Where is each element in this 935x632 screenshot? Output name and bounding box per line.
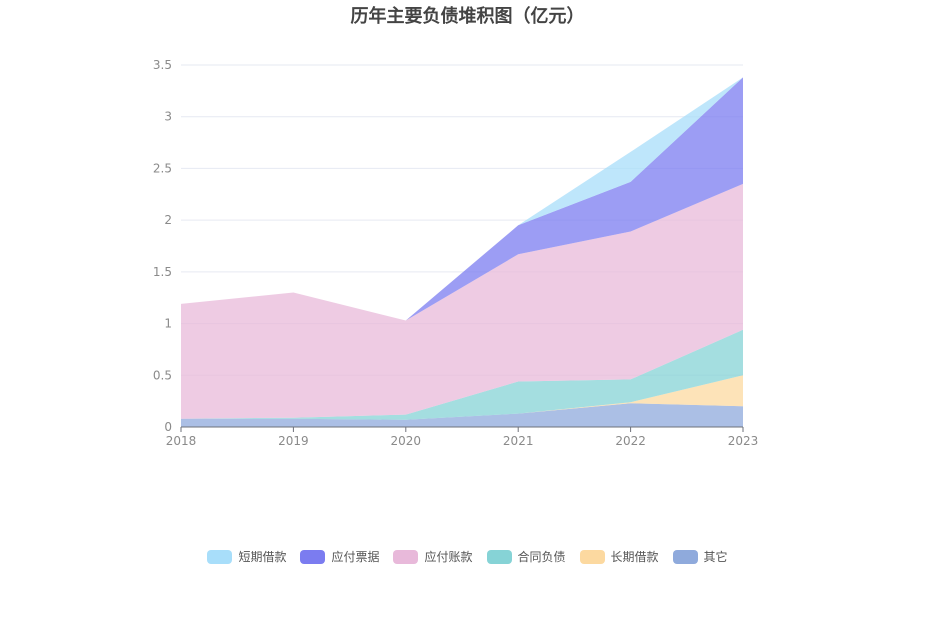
y-tick-label: 1 <box>164 317 172 331</box>
y-tick-label: 0 <box>164 420 172 434</box>
x-tick-label: 2019 <box>278 434 309 448</box>
y-tick-label: 0.5 <box>153 368 172 382</box>
legend-swatch <box>393 549 419 564</box>
area-合同负债 <box>181 329 743 420</box>
legend-item[interactable]: 短期借款 <box>207 548 286 565</box>
x-tick-label: 2022 <box>615 434 646 448</box>
y-tick-label: 3 <box>164 110 172 124</box>
x-tick-label: 2021 <box>503 434 534 448</box>
legend-swatch <box>486 549 512 564</box>
legend-item[interactable]: 应付账款 <box>393 548 473 565</box>
y-tick-label: 1.5 <box>153 265 172 279</box>
legend-label: 合同负债 <box>517 550 566 564</box>
axes: 0 0.5 1 1.5 2 2.5 3 3.5 2018 2019 2020 2021 2022 2023 <box>153 58 758 448</box>
legend-label: 其它 <box>703 550 728 564</box>
legend-item[interactable]: 应付票据 <box>300 548 379 565</box>
legend-item[interactable]: 长期借款 <box>579 548 659 565</box>
area-应付账款 <box>181 183 743 419</box>
area-应付票据 <box>181 77 743 321</box>
legend-label: 长期借款 <box>610 550 659 564</box>
chart-legend: 短期借款 应付票据 应付账款 合同负债 长期借款 其它 <box>0 548 935 565</box>
legend-label: 应付账款 <box>424 550 473 564</box>
legend-swatch <box>207 549 233 564</box>
legend-label: 短期借款 <box>238 550 287 564</box>
y-tick-label: 3.5 <box>153 58 172 72</box>
x-tick-label: 2020 <box>391 434 422 448</box>
legend-swatch <box>300 549 326 564</box>
y-tick-label: 2.5 <box>153 161 172 175</box>
chart-title: 历年主要负债堆积图（亿元） <box>350 6 585 27</box>
legend-item[interactable]: 其它 <box>672 548 728 565</box>
x-tick-label: 2023 <box>728 434 759 448</box>
legend-swatch <box>672 549 698 564</box>
legend-label: 应付票据 <box>331 550 380 564</box>
y-tick-label: 2 <box>164 213 172 227</box>
legend-item[interactable]: 合同负债 <box>486 548 566 565</box>
legend-swatch <box>579 549 605 564</box>
x-tick-label: 2018 <box>166 434 197 448</box>
area-其它 <box>181 403 743 427</box>
area-series <box>181 77 743 427</box>
